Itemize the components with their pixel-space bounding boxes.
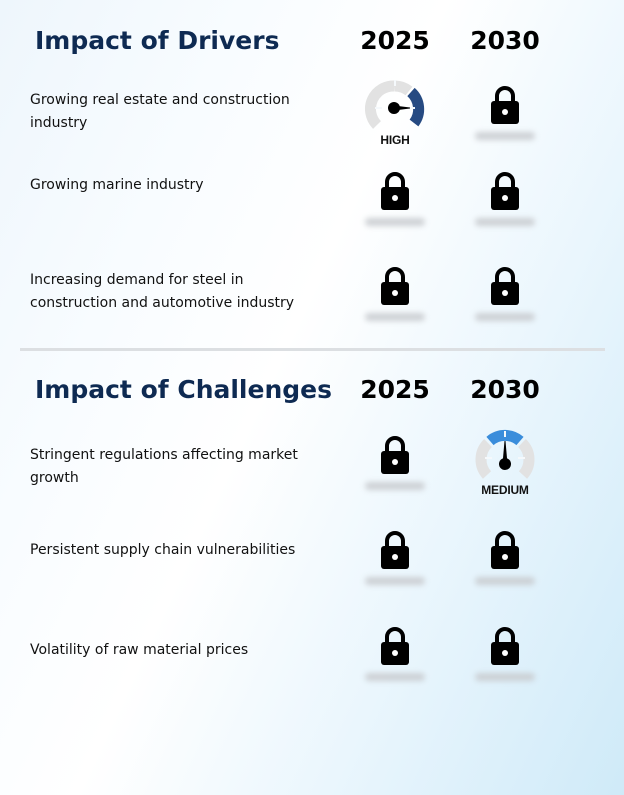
driver-2-2030-locked[interactable]: MODERATE [465,172,545,242]
challenges-year-2025: 2025 [360,375,430,404]
blurred-value: MODERATE [365,673,425,681]
gauge-level-label: HIGH [380,133,410,147]
driver-3-2030-locked[interactable]: MODERATE [465,267,545,337]
lock-icon[interactable] [490,627,520,665]
lock-icon[interactable] [380,436,410,474]
section-divider [20,348,605,351]
challenge-3-2030-locked[interactable]: MODERATE [465,627,545,697]
lock-icon[interactable] [490,172,520,210]
gauge-level-label: MEDIUM [481,483,529,497]
blurred-value: MODERATE [475,577,535,585]
lock-icon[interactable] [380,531,410,569]
driver-1-2025-gauge: HIGH [355,78,435,148]
challenge-2-2030-locked[interactable]: MODERATE [465,531,545,601]
challenge-label-2: Persistent supply chain vulnerabilities [30,542,296,558]
challenge-1-2025-locked[interactable]: MODERATE [355,436,435,506]
drivers-year-2030: 2030 [470,26,540,55]
blurred-value: MODERATE [365,482,425,490]
lock-icon[interactable] [490,531,520,569]
blurred-value: MODERATE [475,132,535,140]
drivers-year-2025: 2025 [360,26,430,55]
challenges-title: Impact of Challenges [35,375,332,404]
blurred-value: MODERATE [475,313,535,321]
challenge-label-1: Stringent regulations affecting market g… [30,447,298,486]
challenge-3-2025-locked[interactable]: MODERATE [355,627,435,697]
gauge-high-icon [365,80,425,129]
driver-1-2030-locked[interactable]: MODERATE [465,86,545,156]
driver-label-3: Increasing demand for steel in construct… [30,272,295,311]
gauge-medium-icon [475,430,535,479]
blurred-value: MODERATE [365,218,425,226]
lock-icon[interactable] [380,172,410,210]
lock-icon[interactable] [490,267,520,305]
lock-icon[interactable] [380,627,410,665]
lock-icon[interactable] [380,267,410,305]
driver-label-1: Growing real estate and construction ind… [30,92,290,131]
blurred-value: MODERATE [365,577,425,585]
challenge-label-3: Volatility of raw material prices [30,642,249,658]
driver-label-2: Growing marine industry [30,177,204,193]
drivers-title: Impact of Drivers [35,26,280,55]
driver-3-2025-locked[interactable]: MODERATE [355,267,435,337]
challenges-year-2030: 2030 [470,375,540,404]
challenge-2-2025-locked[interactable]: MODERATE [355,531,435,601]
blurred-value: MODERATE [475,218,535,226]
lock-icon[interactable] [490,86,520,124]
blurred-value: MODERATE [365,313,425,321]
challenge-1-2030-gauge: MEDIUM [465,428,545,498]
blurred-value: MODERATE [475,673,535,681]
driver-2-2025-locked[interactable]: MODERATE [355,172,435,242]
